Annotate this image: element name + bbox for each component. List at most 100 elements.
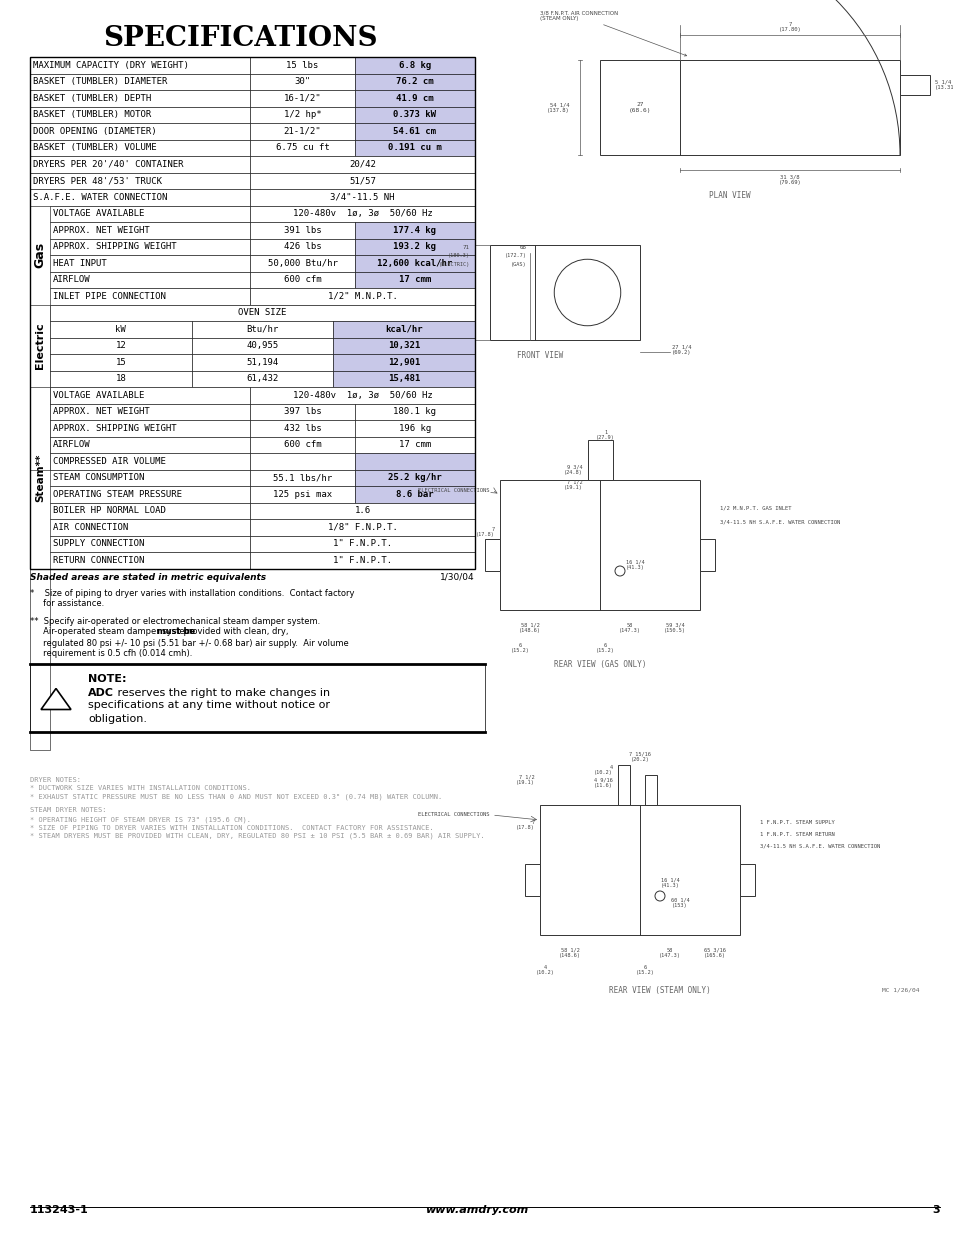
Text: 6
(15.2): 6 (15.2) — [595, 642, 614, 653]
Bar — [250, 387, 475, 404]
Text: specifications at any time without notice or: specifications at any time without notic… — [88, 700, 330, 710]
Text: 1.6: 1.6 — [355, 506, 370, 515]
Bar — [250, 222, 355, 238]
Bar — [250, 272, 355, 288]
Text: 50,000 Btu/hr: 50,000 Btu/hr — [267, 259, 337, 268]
Text: 76.2 cm: 76.2 cm — [395, 78, 434, 86]
Text: 68: 68 — [519, 245, 526, 249]
Text: Shaded areas are stated in metric equivalents: Shaded areas are stated in metric equiva… — [30, 573, 266, 582]
Text: APPROX. SHIPPING WEIGHT: APPROX. SHIPPING WEIGHT — [53, 424, 176, 432]
Bar — [333, 354, 475, 370]
Text: ADC: ADC — [88, 688, 113, 698]
Bar — [250, 552, 475, 568]
Text: 20/42: 20/42 — [349, 159, 375, 169]
Text: ELECTRICAL CONNECTIONS: ELECTRICAL CONNECTIONS — [418, 813, 490, 818]
Text: * EXHAUST STATIC PRESSURE MUST BE NO LESS THAN 0 AND MUST NOT EXCEED 0.3" (0.74 : * EXHAUST STATIC PRESSURE MUST BE NO LES… — [30, 794, 442, 800]
Bar — [355, 453, 475, 469]
Bar — [490, 245, 639, 340]
Bar — [50, 238, 250, 254]
Text: * OPERATING HEIGHT OF STEAM DRYER IS 73" (195.6 CM).: * OPERATING HEIGHT OF STEAM DRYER IS 73"… — [30, 816, 251, 823]
Bar — [355, 90, 475, 106]
Text: 27 1/4
(69.2): 27 1/4 (69.2) — [671, 345, 691, 356]
Text: Gas: Gas — [33, 242, 47, 268]
Text: (GAS): (GAS) — [511, 262, 526, 267]
Text: AIR CONNECTION: AIR CONNECTION — [53, 522, 128, 532]
Text: 4 9/16
(11.6): 4 9/16 (11.6) — [594, 778, 613, 788]
Text: obligation.: obligation. — [88, 714, 147, 724]
Text: 3/4-11.5 NH S.A.F.E. WATER CONNECTION: 3/4-11.5 NH S.A.F.E. WATER CONNECTION — [760, 844, 880, 848]
Bar — [700, 538, 714, 571]
Bar — [30, 140, 250, 156]
Bar — [250, 404, 355, 420]
Text: 25.2 kg/hr: 25.2 kg/hr — [388, 473, 441, 482]
Bar — [355, 124, 475, 140]
Bar — [50, 420, 250, 436]
Text: 7
(17.8): 7 (17.8) — [516, 820, 535, 830]
Text: FRONT VIEW: FRONT VIEW — [517, 351, 562, 359]
Text: 21-1/2": 21-1/2" — [283, 127, 321, 136]
Text: 1/2 hp*: 1/2 hp* — [283, 110, 321, 120]
Text: kcal/hr: kcal/hr — [385, 325, 422, 333]
Text: (180.3): (180.3) — [448, 253, 470, 258]
Bar — [250, 536, 475, 552]
Bar — [355, 57, 475, 74]
Bar — [30, 57, 475, 568]
Text: 30": 30" — [294, 78, 311, 86]
Text: 40,955: 40,955 — [246, 341, 278, 351]
Bar — [30, 90, 250, 106]
Text: REAR VIEW (GAS ONLY): REAR VIEW (GAS ONLY) — [553, 661, 645, 669]
Bar — [50, 536, 250, 552]
Bar — [355, 272, 475, 288]
Bar — [50, 272, 250, 288]
Text: DOOR OPENING (DIAMETER): DOOR OPENING (DIAMETER) — [33, 127, 156, 136]
Text: 7 1/2
(19.1): 7 1/2 (19.1) — [563, 479, 582, 490]
Bar — [250, 106, 355, 124]
Text: BASKET (TUMBLER) MOTOR: BASKET (TUMBLER) MOTOR — [33, 110, 152, 120]
Text: 4
(10.2): 4 (10.2) — [594, 764, 613, 776]
Text: 1 F.N.P.T. STEAM RETURN: 1 F.N.P.T. STEAM RETURN — [760, 832, 834, 837]
Text: DRYER NOTES:: DRYER NOTES: — [30, 777, 81, 783]
Bar — [250, 57, 355, 74]
Text: 17 cmm: 17 cmm — [398, 440, 431, 450]
Bar — [250, 238, 355, 254]
Bar — [355, 469, 475, 487]
Bar — [30, 387, 50, 469]
Text: 600 cfm: 600 cfm — [283, 275, 321, 284]
Text: 391 lbs: 391 lbs — [283, 226, 321, 235]
Bar — [192, 354, 333, 370]
Text: ELECTRICAL CONNECTIONS: ELECTRICAL CONNECTIONS — [418, 488, 490, 493]
Bar — [355, 238, 475, 254]
Bar — [30, 106, 250, 124]
Bar — [250, 519, 475, 536]
Bar — [899, 75, 929, 95]
Bar — [250, 74, 355, 90]
Text: 6
(15.2): 6 (15.2) — [510, 642, 529, 653]
Bar — [250, 503, 475, 519]
Polygon shape — [41, 688, 71, 709]
Text: * STEAM DRYERS MUST BE PROVIDED WITH CLEAN, DRY, REGULATED 80 PSI ± 10 PSI (5.5 : * STEAM DRYERS MUST BE PROVIDED WITH CLE… — [30, 832, 484, 839]
Text: 125 psi max: 125 psi max — [273, 490, 332, 499]
Text: 15: 15 — [115, 358, 126, 367]
Text: 120-480v  1ø, 3ø  50/60 Hz: 120-480v 1ø, 3ø 50/60 Hz — [293, 209, 432, 219]
Text: SUPPLY CONNECTION: SUPPLY CONNECTION — [53, 540, 144, 548]
Bar — [499, 480, 700, 610]
Bar — [30, 156, 250, 173]
Bar — [250, 205, 475, 222]
Text: 1" F.N.P.T.: 1" F.N.P.T. — [333, 540, 392, 548]
Text: 1/2" M.N.P.T.: 1/2" M.N.P.T. — [327, 291, 397, 301]
Text: 180.1 kg: 180.1 kg — [393, 408, 436, 416]
Text: 58
(147.3): 58 (147.3) — [659, 947, 680, 958]
Text: BASKET (TUMBLER) DEPTH: BASKET (TUMBLER) DEPTH — [33, 94, 152, 103]
Text: 432 lbs: 432 lbs — [283, 424, 321, 432]
Bar — [333, 337, 475, 354]
Bar — [30, 74, 250, 90]
Bar — [355, 222, 475, 238]
Bar — [50, 254, 250, 272]
Text: 1" F.N.P.T.: 1" F.N.P.T. — [333, 556, 392, 564]
Bar — [333, 370, 475, 387]
Text: OPERATING STEAM PRESSURE: OPERATING STEAM PRESSURE — [53, 490, 182, 499]
Bar — [50, 404, 250, 420]
Text: STEAM CONSUMPTION: STEAM CONSUMPTION — [53, 473, 144, 482]
Text: MAXIMUM CAPACITY (DRY WEIGHT): MAXIMUM CAPACITY (DRY WEIGHT) — [33, 61, 189, 69]
Text: 12,600 kcal/hr: 12,600 kcal/hr — [377, 259, 452, 268]
